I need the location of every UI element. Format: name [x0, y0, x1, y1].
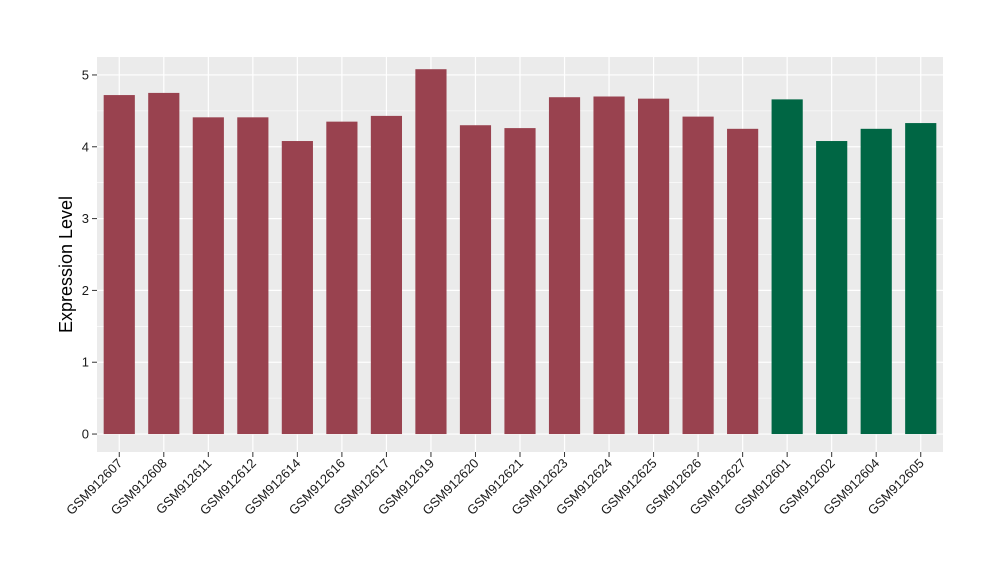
y-tick-label: 1: [82, 355, 89, 370]
y-tick-label: 3: [82, 211, 89, 226]
bar-GSM912625: [637, 98, 670, 435]
bar-GSM912604: [860, 128, 892, 435]
bar-GSM912605: [905, 123, 937, 435]
bar-GSM912608: [148, 92, 180, 435]
y-tick-label: 4: [82, 139, 89, 154]
bar-GSM912623: [548, 97, 581, 435]
x-axis: GSM912607GSM912608GSM912611GSM912612GSM9…: [63, 452, 927, 518]
y-tick-label: 2: [82, 283, 89, 298]
bar-GSM912616: [326, 121, 358, 435]
bar-GSM912619: [415, 69, 447, 435]
bar-GSM912617: [370, 115, 403, 435]
bar-GSM912624: [593, 96, 625, 435]
bar-GSM912611: [192, 117, 224, 435]
bar-GSM912620: [459, 125, 492, 435]
y-axis: 0 1 2 3 4 5: [82, 67, 97, 442]
y-tick-label: 0: [82, 427, 89, 442]
y-tick-label: 5: [82, 67, 89, 82]
bar-GSM912627: [727, 128, 759, 435]
bar-GSM912626: [682, 116, 714, 435]
bar-GSM912607: [103, 95, 135, 435]
bar-GSM912614: [281, 141, 313, 435]
y-axis-title: Expression Level: [56, 196, 76, 333]
bar-GSM912621: [504, 128, 536, 435]
bar-GSM912602: [816, 141, 848, 435]
bars: [103, 69, 937, 435]
bar-GSM912612: [237, 117, 269, 435]
bar-GSM912601: [771, 99, 803, 435]
